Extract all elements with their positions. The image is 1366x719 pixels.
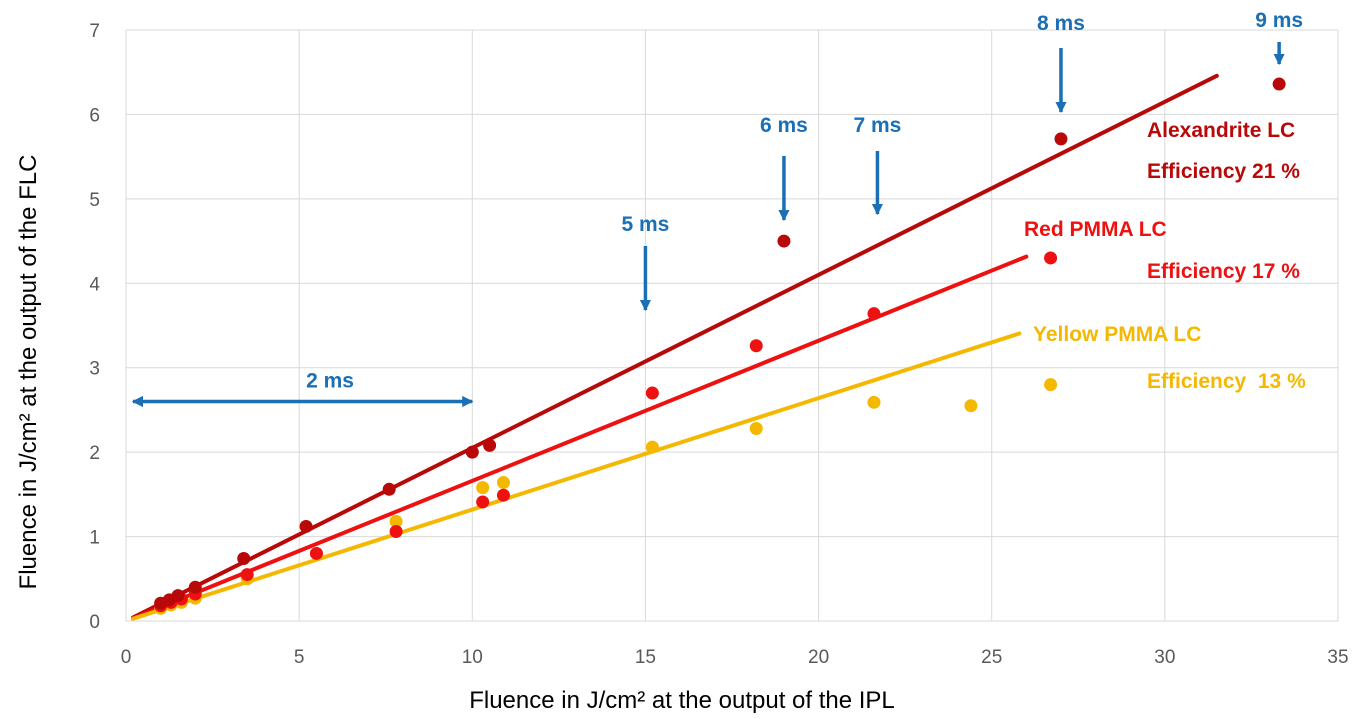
x-tick-label-20: 20 <box>808 647 829 668</box>
y-tick-labels: 0 1 2 3 4 5 6 7 <box>89 21 100 633</box>
trendline-yellow-pmma <box>130 331 1022 621</box>
point-alexandrite-10 <box>1054 132 1068 146</box>
series-label-red-pmma: Red PMMA LC <box>1024 218 1167 241</box>
point-yellow-pmma-6 <box>389 514 403 528</box>
arrow-label-8ms: 8 ms <box>1037 12 1085 35</box>
y-tick-label-2: 2 <box>89 443 100 464</box>
y-tick-label-5: 5 <box>89 190 100 211</box>
point-alexandrite-5 <box>299 519 313 533</box>
point-red-pmma-4 <box>240 568 254 582</box>
x-tick-label-10: 10 <box>462 647 483 668</box>
trendline-alexandrite <box>130 73 1219 620</box>
point-red-pmma-9 <box>645 386 659 400</box>
y-tick-label-3: 3 <box>89 359 100 380</box>
x-tick-label-5: 5 <box>294 647 305 668</box>
point-alexandrite-8 <box>483 438 497 452</box>
point-red-pmma-11 <box>867 307 881 321</box>
arrow-label-7ms: 7 ms <box>854 114 902 137</box>
x-tick-label-35: 35 <box>1327 647 1348 668</box>
grid <box>125 29 1339 622</box>
efficiency-label-alexandrite: Efficiency 21 % <box>1147 160 1300 183</box>
point-alexandrite-6 <box>382 482 396 496</box>
point-alexandrite-11 <box>1272 77 1286 91</box>
point-red-pmma-6 <box>389 525 403 539</box>
arrow-label-6ms: 6 ms <box>760 114 808 137</box>
arrow-label-9ms: 9 ms <box>1255 9 1303 32</box>
point-red-pmma-8 <box>496 488 510 502</box>
efficiency-label-red-pmma: Efficiency 17 % <box>1147 260 1300 283</box>
x-tick-label-25: 25 <box>981 647 1002 668</box>
y-tick-label-6: 6 <box>89 105 100 126</box>
point-yellow-pmma-10 <box>749 422 763 436</box>
point-alexandrite-7 <box>465 445 479 459</box>
y-axis-title: Fluence in J/cm² at the output of the FL… <box>15 155 42 590</box>
y-tick-label-0: 0 <box>89 612 100 633</box>
x-tick-label-30: 30 <box>1154 647 1175 668</box>
point-yellow-pmma-8 <box>496 476 510 490</box>
y-tick-label-4: 4 <box>89 274 100 295</box>
point-red-pmma-12 <box>1044 251 1058 265</box>
y-tick-label-7: 7 <box>89 21 100 42</box>
point-red-pmma-10 <box>749 339 763 353</box>
x-axis-title: Fluence in J/cm² at the output of the IP… <box>469 687 895 714</box>
efficiency-label-yellow-pmma: Efficiency 13 % <box>1147 370 1306 393</box>
point-yellow-pmma-12 <box>964 399 978 413</box>
series-label-alexandrite: Alexandrite LC <box>1147 119 1295 142</box>
point-alexandrite-4 <box>237 552 251 566</box>
point-alexandrite-3 <box>188 580 202 594</box>
point-alexandrite-2 <box>171 589 185 603</box>
point-yellow-pmma-7 <box>476 481 490 495</box>
arrow-label-5ms: 5 ms <box>621 213 669 236</box>
point-red-pmma-7 <box>476 495 490 509</box>
point-yellow-pmma-13 <box>1044 378 1058 392</box>
x-tick-labels: 0 5 10 15 20 25 30 35 <box>121 647 1349 668</box>
series-labels: Alexandrite LC Efficiency 21 % Red PMMA … <box>1024 119 1306 393</box>
data-points <box>154 77 1286 615</box>
x-tick-label-15: 15 <box>635 647 656 668</box>
annotations: 2 ms 5 ms 6 ms 7 ms 8 ms 9 ms <box>131 9 1303 408</box>
range-label-2ms: 2 ms <box>306 369 354 392</box>
point-yellow-pmma-11 <box>867 395 881 409</box>
x-tick-label-0: 0 <box>121 647 132 668</box>
point-red-pmma-5 <box>309 546 323 560</box>
trendline-red-pmma <box>130 254 1029 621</box>
point-alexandrite-9 <box>777 234 791 248</box>
y-tick-label-1: 1 <box>89 528 100 549</box>
trendlines <box>130 73 1219 621</box>
series-label-yellow-pmma: Yellow PMMA LC <box>1033 323 1201 346</box>
point-yellow-pmma-9 <box>645 440 659 454</box>
